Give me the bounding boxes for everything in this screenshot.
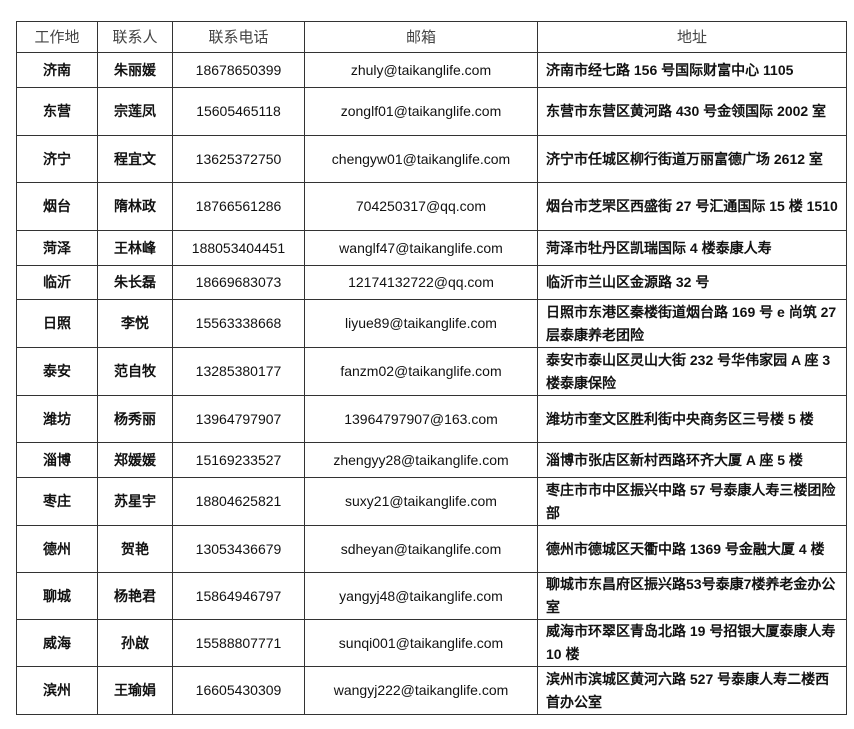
table-row: 滨州 王瑜娟 16605430309 wangyj222@taikanglife.co… <box>16 666 847 715</box>
address-cell: 威海市环翠区青岛北路 19 号招银大厦泰康人寿 10 楼 <box>537 619 847 667</box>
phone-cell: 13053436679 <box>172 525 305 573</box>
city-cell: 威海 <box>16 619 98 667</box>
address-cell: 潍坊市奎文区胜利街中央商务区三号楼 5 楼 <box>537 395 847 443</box>
header-phone: 联系电话 <box>172 21 305 53</box>
contact-cell: 李悦 <box>97 299 173 348</box>
phone-cell: 15588807771 <box>172 619 305 667</box>
address-cell: 日照市东港区秦楼街道烟台路 169 号 e 尚筑 27 层泰康养老团险 <box>537 299 847 348</box>
contact-cell: 朱长磊 <box>97 265 173 300</box>
table-row: 临沂 朱长磊 18669683073 12174132722@qq.com 临沂市兰山区… <box>16 265 847 300</box>
address-cell: 淄博市张店区新村西路环齐大厦 A 座 5 楼 <box>537 442 847 478</box>
address-cell: 济南市经七路 156 号国际财富中心 1105 <box>537 52 847 88</box>
email-cell: zhengyy28@taikanglife.com <box>304 442 538 478</box>
header-email: 邮箱 <box>304 21 538 53</box>
contact-cell: 王瑜娟 <box>97 666 173 715</box>
phone-cell: 18678650399 <box>172 52 305 88</box>
email-cell: suxy21@taikanglife.com <box>304 477 538 526</box>
contact-cell: 苏星宇 <box>97 477 173 526</box>
city-cell: 日照 <box>16 299 98 348</box>
table-row: 聊城 杨艳君 15864946797 yangyj48@taikanglife.com… <box>16 572 847 620</box>
address-cell: 德州市德城区天衢中路 1369 号金融大厦 4 楼 <box>537 525 847 573</box>
contact-cell: 宗莲凤 <box>97 87 173 136</box>
table-row: 威海 孙啟 15588807771 sunqi001@taikanglife.com 威… <box>16 619 847 667</box>
contact-cell: 杨秀丽 <box>97 395 173 443</box>
city-cell: 济宁 <box>16 135 98 183</box>
contact-cell: 杨艳君 <box>97 572 173 620</box>
contact-cell: 朱丽媛 <box>97 52 173 88</box>
email-cell: yangyj48@taikanglife.com <box>304 572 538 620</box>
city-cell: 菏泽 <box>16 230 98 266</box>
email-cell: 704250317@qq.com <box>304 182 538 231</box>
contact-cell: 范自牧 <box>97 347 173 396</box>
address-cell: 临沂市兰山区金源路 32 号 <box>537 265 847 300</box>
header-city: 工作地 <box>16 21 98 53</box>
table-row: 德州 贺艳 13053436679 sdheyan@taikanglife.com 德州… <box>16 525 847 573</box>
city-cell: 聊城 <box>16 572 98 620</box>
phone-cell: 15605465118 <box>172 87 305 136</box>
header-contact: 联系人 <box>97 21 173 53</box>
address-cell: 东营市东营区黄河路 430 号金领国际 2002 室 <box>537 87 847 136</box>
email-cell: zonglf01@taikanglife.com <box>304 87 538 136</box>
table-row: 济南 朱丽媛 18678650399 zhuly@taikanglife.com 济南市… <box>16 52 847 88</box>
city-cell: 淄博 <box>16 442 98 478</box>
email-cell: zhuly@taikanglife.com <box>304 52 538 88</box>
email-cell: sdheyan@taikanglife.com <box>304 525 538 573</box>
address-cell: 济宁市任城区柳行街道万丽富德广场 2612 室 <box>537 135 847 183</box>
city-cell: 潍坊 <box>16 395 98 443</box>
table-row: 日照 李悦 15563338668 liyue89@taikanglife.com 日照… <box>16 299 847 348</box>
address-cell: 泰安市泰山区灵山大街 232 号华伟家园 A 座 3 楼泰康保险 <box>537 347 847 396</box>
city-cell: 东营 <box>16 87 98 136</box>
phone-cell: 13625372750 <box>172 135 305 183</box>
address-cell: 烟台市芝罘区西盛街 27 号汇通国际 15 楼 1510 <box>537 182 847 231</box>
city-cell: 泰安 <box>16 347 98 396</box>
email-cell: sunqi001@taikanglife.com <box>304 619 538 667</box>
contact-cell: 王林峰 <box>97 230 173 266</box>
header-row: 工作地 联系人 联系电话 邮箱 地址 <box>16 21 847 53</box>
address-cell: 枣庄市市中区振兴中路 57 号泰康人寿三楼团险部 <box>537 477 847 526</box>
phone-cell: 18669683073 <box>172 265 305 300</box>
city-cell: 滨州 <box>16 666 98 715</box>
contact-cell: 孙啟 <box>97 619 173 667</box>
phone-cell: 18766561286 <box>172 182 305 231</box>
phone-cell: 15864946797 <box>172 572 305 620</box>
table-row: 泰安 范自牧 13285380177 fanzm02@taikanglife.com 泰… <box>16 347 847 396</box>
email-cell: 13964797907@163.com <box>304 395 538 443</box>
table-row: 烟台 隋林政 18766561286 704250317@qq.com 烟台市芝罘区西盛… <box>16 182 847 231</box>
table-row: 淄博 郑媛媛 15169233527 zhengyy28@taikanglife.co… <box>16 442 847 478</box>
contact-table: 工作地 联系人 联系电话 邮箱 地址 济南 朱丽媛 18678650399 zhuly… <box>16 21 847 715</box>
contact-cell: 程宜文 <box>97 135 173 183</box>
phone-cell: 13285380177 <box>172 347 305 396</box>
city-cell: 枣庄 <box>16 477 98 526</box>
email-cell: fanzm02@taikanglife.com <box>304 347 538 396</box>
header-address: 地址 <box>537 21 847 53</box>
address-cell: 聊城市东昌府区振兴路53号泰康7楼养老金办公室 <box>537 572 847 620</box>
email-cell: 12174132722@qq.com <box>304 265 538 300</box>
city-cell: 济南 <box>16 52 98 88</box>
phone-cell: 16605430309 <box>172 666 305 715</box>
address-cell: 滨州市滨城区黄河六路 527 号泰康人寿二楼西首办公室 <box>537 666 847 715</box>
city-cell: 德州 <box>16 525 98 573</box>
city-cell: 临沂 <box>16 265 98 300</box>
phone-cell: 18804625821 <box>172 477 305 526</box>
email-cell: chengyw01@taikanglife.com <box>304 135 538 183</box>
table-row: 济宁 程宜文 13625372750 chengyw01@taikanglife.co… <box>16 135 847 183</box>
table-row: 枣庄 苏星宇 18804625821 suxy21@taikanglife.com 枣庄… <box>16 477 847 526</box>
contact-cell: 郑媛媛 <box>97 442 173 478</box>
address-cell: 菏泽市牡丹区凯瑞国际 4 楼泰康人寿 <box>537 230 847 266</box>
contact-cell: 隋林政 <box>97 182 173 231</box>
phone-cell: 188053404451 <box>172 230 305 266</box>
email-cell: wanglf47@taikanglife.com <box>304 230 538 266</box>
email-cell: liyue89@taikanglife.com <box>304 299 538 348</box>
phone-cell: 13964797907 <box>172 395 305 443</box>
table-row: 菏泽 王林峰 188053404451 wanglf47@taikanglife.co… <box>16 230 847 266</box>
table-row: 东营 宗莲凤 15605465118 zonglf01@taikanglife.com… <box>16 87 847 136</box>
phone-cell: 15169233527 <box>172 442 305 478</box>
city-cell: 烟台 <box>16 182 98 231</box>
phone-cell: 15563338668 <box>172 299 305 348</box>
email-cell: wangyj222@taikanglife.com <box>304 666 538 715</box>
table-row: 潍坊 杨秀丽 13964797907 13964797907@163.com 潍坊市奎文… <box>16 395 847 443</box>
contact-cell: 贺艳 <box>97 525 173 573</box>
